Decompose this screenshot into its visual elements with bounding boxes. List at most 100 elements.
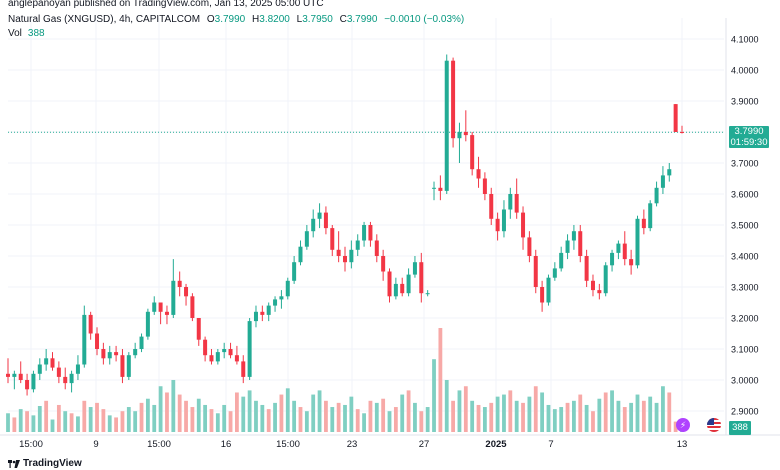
candle-body	[336, 249, 341, 256]
candle-body	[571, 231, 576, 241]
volume-bar	[661, 386, 665, 432]
volume-bar	[158, 386, 163, 432]
time-axis-label: 2025	[485, 439, 507, 450]
volume-bar	[184, 400, 188, 432]
high-value: 3.8200	[259, 14, 290, 25]
chart-pane[interactable]: 4.10004.00003.90003.80003.70003.60003.50…	[0, 8, 780, 470]
volume-bar	[196, 398, 201, 432]
time-axis-label: 27	[419, 439, 430, 450]
candle-body	[648, 203, 653, 229]
candle-body	[101, 349, 106, 359]
volume-bar	[254, 400, 258, 432]
volume-bar	[565, 402, 570, 432]
volume-bar	[432, 359, 436, 432]
candle-body	[533, 256, 538, 287]
price-axis-label: 3.0000	[731, 376, 759, 386]
volume-bar	[406, 390, 411, 432]
candle-body	[260, 311, 265, 315]
volume-bar	[107, 415, 112, 432]
candle-body	[215, 352, 220, 362]
volume-label: Vol	[8, 28, 22, 39]
candle-body	[470, 135, 475, 170]
candle-body	[540, 287, 545, 303]
volume-bar	[165, 392, 169, 432]
candle-body	[37, 364, 42, 374]
volume-bar	[190, 407, 195, 432]
price-axis-label: 3.9000	[731, 97, 759, 107]
candle-body	[171, 280, 176, 315]
candle-body	[476, 169, 481, 179]
candle-body	[362, 225, 367, 241]
candle-body	[495, 218, 500, 232]
volume-legend: Vol 388	[8, 28, 45, 39]
volume-bar	[266, 409, 271, 432]
volume-bar	[95, 402, 99, 432]
volume-bar	[622, 407, 627, 432]
volume-bar	[502, 394, 506, 432]
candle-body	[126, 355, 131, 377]
candle-body	[323, 212, 328, 229]
flash-icon[interactable]: ⚡	[676, 418, 690, 432]
price-chart[interactable]: 4.10004.00003.90003.80003.70003.60003.50…	[0, 8, 780, 470]
current-price-value: 3.7990	[734, 126, 764, 137]
volume-bar	[18, 409, 23, 432]
candle-body	[292, 262, 297, 281]
open-label: O	[206, 14, 215, 25]
volume-bar	[101, 409, 106, 432]
volume-bar	[133, 411, 138, 432]
volume-bar	[635, 394, 640, 432]
us-flag-icon[interactable]	[707, 418, 721, 432]
volume-bar	[648, 396, 653, 432]
volume-bar	[50, 419, 55, 432]
candle-body	[317, 212, 322, 219]
candle-body	[629, 259, 634, 266]
volume-bar	[559, 407, 564, 432]
candle-body	[222, 349, 227, 353]
volume-bar	[629, 402, 634, 432]
candle-body	[616, 243, 621, 253]
publisher-caption: anglepanoyan published on TradingView.co…	[8, 0, 324, 9]
candle-body	[298, 246, 303, 263]
volume-bar	[514, 400, 519, 432]
volume-bar	[56, 404, 61, 432]
volume-bar	[616, 400, 621, 432]
candle-body	[565, 240, 570, 253]
volume-tag: 388	[729, 421, 751, 435]
volume-bar	[381, 398, 386, 432]
candle-body	[190, 296, 195, 318]
candle-body	[234, 355, 239, 362]
volume-bar	[330, 407, 335, 432]
volume-bar	[578, 394, 583, 432]
open-value: 3.7990	[214, 14, 246, 25]
tradingview-logo[interactable]: TradingView	[8, 458, 82, 469]
candle-body	[432, 187, 437, 189]
volume-bar	[279, 394, 284, 432]
volume-bar	[374, 402, 379, 432]
volume-bar	[387, 411, 392, 432]
candle-body	[343, 256, 347, 263]
volume-bar	[152, 404, 157, 432]
time-axis-label: 13	[677, 439, 688, 450]
volume-bar	[362, 413, 366, 432]
time-axis-label: 15:00	[147, 439, 171, 450]
candle-body	[285, 280, 290, 297]
volume-bar	[120, 411, 125, 432]
volume-bar	[572, 400, 576, 432]
candle-body	[508, 194, 513, 210]
volume-bar	[44, 400, 49, 432]
candle-body	[12, 373, 17, 377]
volume-bar	[324, 400, 328, 432]
tradingview-logo-icon	[8, 459, 20, 468]
volume-bar	[317, 390, 322, 432]
volume-bar	[247, 390, 252, 432]
candle-body	[660, 175, 665, 188]
volume-bar	[298, 407, 303, 432]
candle-body	[546, 277, 551, 303]
candle-body	[184, 287, 189, 297]
volume-value: 388	[27, 28, 45, 39]
volume-bar	[292, 400, 297, 432]
volume-bar	[63, 411, 68, 432]
volume-bar	[451, 400, 455, 432]
volume-bar	[667, 392, 672, 432]
candle-body	[82, 314, 87, 365]
